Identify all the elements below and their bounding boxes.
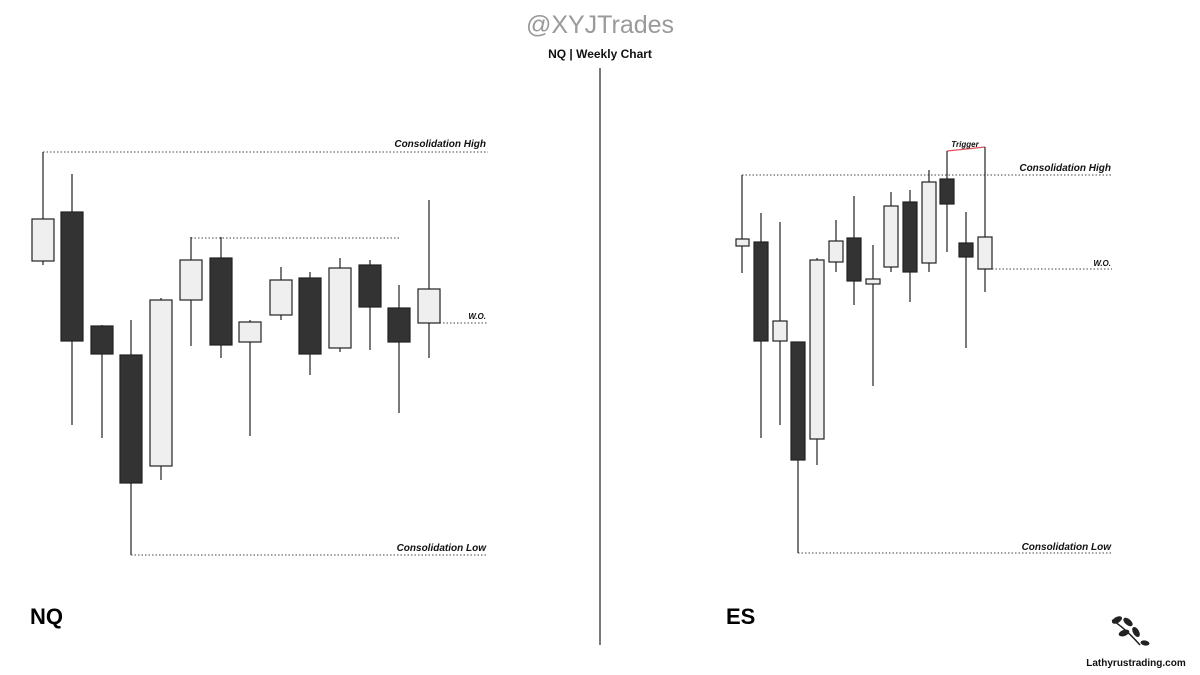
logo-leaf (1132, 626, 1140, 638)
panel-label: ES (726, 604, 755, 629)
logo-leaf (1111, 616, 1123, 624)
nq-panel: Consolidation High W.O. Consolidation Lo… (30, 139, 488, 629)
candle-body (883, 205, 899, 268)
candle-body (846, 237, 862, 282)
candle-body (417, 288, 441, 324)
candle-body (958, 242, 974, 258)
candle-body (828, 240, 844, 263)
subtitle: NQ | Weekly Chart (548, 47, 652, 61)
candle-body (809, 259, 825, 440)
trigger-line (946, 146, 986, 152)
logo-leaf (1140, 640, 1150, 646)
level-label: W.O. (468, 312, 486, 321)
candle-body (238, 321, 262, 343)
candle-body (119, 354, 143, 484)
logo (1111, 616, 1150, 646)
level-label: Consolidation High (1019, 163, 1111, 174)
trigger-label: Trigger (951, 140, 979, 149)
level-label: Consolidation High (394, 139, 486, 150)
candle-body (149, 299, 173, 467)
panel-label: NQ (30, 604, 63, 629)
candle-body (977, 236, 993, 270)
candle-body (753, 241, 769, 342)
candle-body (772, 320, 788, 342)
candle-body (298, 277, 322, 355)
candle-body (328, 267, 352, 349)
candle-body (790, 341, 806, 461)
candle-body (358, 264, 382, 308)
candle-body (387, 307, 411, 343)
logo-leaf (1123, 617, 1133, 627)
site-name: Lathyrustrading.com (1086, 658, 1186, 669)
level-label: W.O. (1093, 259, 1111, 268)
handle: @XYJTrades (526, 11, 674, 39)
candle-body (60, 211, 84, 342)
logo-leaf (1118, 629, 1130, 637)
candle-body (90, 325, 114, 355)
candle-body (269, 279, 293, 316)
candle-body (31, 218, 55, 262)
candle-body (902, 201, 918, 273)
candle-body (209, 257, 233, 346)
es-panel: Consolidation High W.O. Consolidation Lo… (726, 140, 1112, 629)
candle-body (939, 178, 955, 205)
candle-body (921, 181, 937, 264)
candle-body (865, 278, 881, 285)
candle-body (735, 238, 750, 247)
level-label: Consolidation Low (397, 543, 488, 554)
candle-body (179, 259, 203, 301)
level-label: Consolidation Low (1022, 542, 1113, 553)
